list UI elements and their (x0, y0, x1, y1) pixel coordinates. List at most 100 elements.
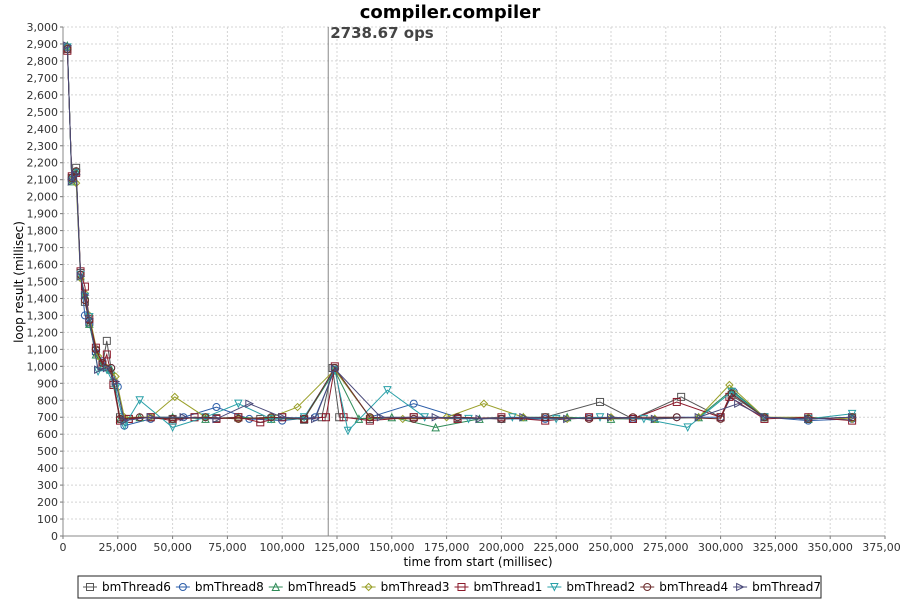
data-point (91, 345, 100, 354)
data-point (716, 414, 725, 423)
legend-label: bmThread2 (566, 580, 635, 594)
legend-frame (77, 575, 822, 599)
legend-label: bmThread3 (381, 580, 450, 594)
y-tick-label: 1,800 (27, 225, 59, 238)
data-point (179, 412, 189, 422)
x-tick-label: 275,000 (643, 541, 689, 554)
y-tick-label: 800 (37, 394, 58, 407)
data-point (365, 413, 374, 422)
x-tick-label: 300,000 (698, 541, 744, 554)
legend-marker (271, 582, 281, 591)
annotation-label: 2738.67 ops (330, 24, 434, 42)
legend-item: bmThread2 (547, 580, 635, 594)
y-tick-label: 1,200 (27, 326, 59, 339)
legend-item: bmThread5 (268, 580, 357, 594)
y-tick-label: 2,100 (27, 174, 59, 187)
y-tick-label: 2,300 (27, 140, 59, 153)
y-tick-label: 900 (37, 377, 58, 390)
data-point (71, 168, 81, 178)
x-tick-label: 250,000 (588, 541, 634, 554)
x-tick-label: 350,000 (807, 541, 853, 554)
y-tick-label: 2,600 (27, 89, 59, 102)
data-point (72, 170, 81, 179)
y-tick-label: 2,500 (27, 106, 59, 119)
plot-area: 0 100 200 300 400 500 600 700 800 900 1,000 1,100 1,… (27, 21, 900, 554)
legend-marker (178, 583, 187, 591)
data-point (672, 397, 681, 406)
y-tick-label: 200 (37, 496, 58, 509)
data-point (694, 412, 704, 422)
data-point (585, 414, 594, 423)
x-axis-label: time from start (millisec) (403, 555, 552, 569)
y-tick-label: 1,400 (27, 292, 59, 305)
data-point (76, 272, 86, 281)
data-point (94, 365, 103, 375)
data-point (212, 403, 221, 412)
data-point (383, 386, 392, 395)
data-point (322, 413, 331, 422)
x-tick-label: 375,000 (862, 541, 900, 554)
y-tick-label: 1,700 (27, 242, 59, 255)
data-point (431, 422, 440, 432)
data-point (677, 392, 686, 401)
data-point (596, 397, 605, 406)
legend-marker (457, 583, 466, 591)
data-point (146, 412, 156, 422)
data-point (650, 414, 660, 424)
legend-item: bmThread8 (175, 580, 264, 594)
data-point (475, 414, 485, 424)
y-tick-label: 0 (51, 530, 58, 543)
y-axis-label: loop result (millisec) (12, 221, 26, 343)
data-point (135, 413, 144, 422)
data-point (234, 414, 243, 423)
data-point (67, 177, 77, 186)
data-point (267, 413, 276, 422)
data-point (339, 413, 348, 422)
data-point (170, 392, 179, 402)
y-tick-label: 300 (37, 479, 58, 492)
y-tick-label: 3,000 (27, 21, 59, 34)
data-point (442, 413, 451, 422)
x-tick-label: 150,000 (369, 541, 415, 554)
series-line (66, 45, 853, 422)
plot-background (63, 27, 885, 536)
legend-label: bmThread6 (102, 580, 171, 594)
data-point (541, 413, 550, 422)
data-point (135, 396, 145, 405)
y-tick-label: 2,000 (27, 191, 59, 204)
x-tick-label: 325,000 (753, 541, 799, 554)
data-point (343, 426, 353, 436)
data-point (727, 387, 736, 397)
data-point (80, 290, 90, 300)
data-point (519, 412, 528, 422)
data-point (672, 413, 681, 422)
y-tick-label: 2,900 (27, 38, 59, 51)
y-tick-label: 2,800 (27, 55, 59, 68)
data-point (431, 412, 441, 422)
y-tick-label: 1,300 (27, 309, 59, 322)
data-point (266, 414, 276, 424)
data-point (293, 402, 302, 412)
legend-label: bmThread1 (474, 580, 543, 594)
data-point (330, 364, 340, 374)
legend-label: bmThread5 (288, 580, 357, 594)
data-point (256, 418, 265, 427)
data-point (376, 412, 386, 422)
data-point (727, 389, 736, 398)
data-point (168, 414, 177, 423)
data-point (299, 413, 309, 422)
legend-item: bmThread3 (361, 580, 450, 594)
chart-title: compiler.compiler (360, 2, 541, 23)
x-tick-label: 225,000 (533, 541, 579, 554)
x-tick-label: 125,000 (314, 541, 360, 554)
y-tick-label: 400 (37, 462, 58, 475)
data-point (335, 413, 344, 422)
y-tick-label: 2,400 (27, 123, 59, 136)
data-point (409, 399, 418, 408)
y-tick-label: 1,000 (27, 360, 59, 373)
legend-item: bmThread6 (83, 580, 171, 594)
data-point (102, 336, 111, 345)
data-point (804, 414, 813, 424)
